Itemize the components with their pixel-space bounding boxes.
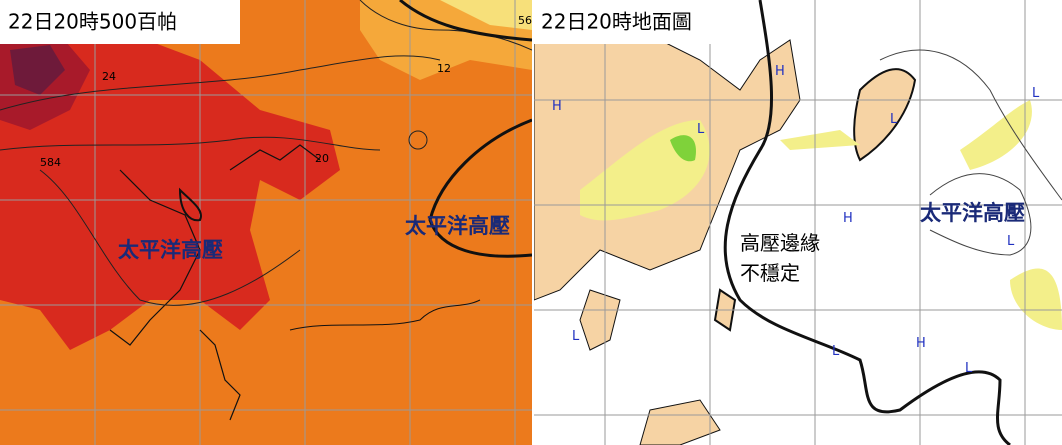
map-annotation: 高壓邊緣 [740, 231, 820, 255]
map-annotation: 太平洋高壓 [118, 238, 223, 262]
pressure-center: L [1007, 234, 1015, 249]
contour-label: 20 [315, 152, 329, 165]
land [579, 289, 621, 351]
pressure-center: L [1032, 86, 1040, 101]
rain-area [960, 100, 1032, 170]
lat-lon-grid [534, 0, 1062, 445]
warm-region [440, 0, 532, 30]
map-annotation: 太平洋高壓 [405, 214, 510, 238]
high-region [0, 30, 340, 350]
pressure-center: L [965, 361, 973, 376]
rain-area [780, 130, 860, 150]
pressure-center: L [697, 122, 705, 137]
contour-label: 56 [518, 14, 532, 27]
pressure-center: L [572, 329, 580, 344]
surface-map: H L H L L H L L L H L 太平洋高壓 高壓邊緣 不穩定 22日… [534, 0, 1062, 445]
panel-title: 22日20時地面圖 [541, 10, 692, 34]
contour-label: 12 [437, 62, 451, 75]
title-box [0, 0, 240, 44]
land [853, 68, 917, 162]
upper-air-map: 584 24 20 12 56 太平洋高壓 太平洋高壓 22日20時500百帕 [0, 0, 532, 445]
title-box [534, 0, 756, 44]
pressure-center: H [775, 64, 785, 79]
land [639, 399, 721, 445]
rain-area [1010, 268, 1062, 330]
geopotential-contours [0, 0, 532, 306]
map-annotation: 不穩定 [740, 261, 800, 285]
lat-lon-grid [0, 0, 532, 445]
pressure-center: H [916, 336, 926, 351]
isobar [879, 49, 1062, 201]
subtropical-high-588-line [428, 118, 532, 258]
map-annotation: 太平洋高壓 [920, 201, 1025, 225]
panel-title: 22日20時500百帕 [8, 10, 177, 34]
pressure-center: L [832, 344, 840, 359]
pressure-center: H [843, 211, 853, 226]
rain-area [670, 135, 696, 162]
pressure-center: H [552, 99, 562, 114]
isobar [929, 173, 1032, 256]
subtropical-high-edge [723, 0, 1011, 445]
jet-contour [399, 0, 532, 42]
contour-label: 24 [102, 70, 116, 83]
coastlines [109, 144, 481, 421]
contour-label: 584 [40, 156, 61, 169]
pressure-center: L [890, 112, 898, 127]
high-region [10, 45, 65, 95]
